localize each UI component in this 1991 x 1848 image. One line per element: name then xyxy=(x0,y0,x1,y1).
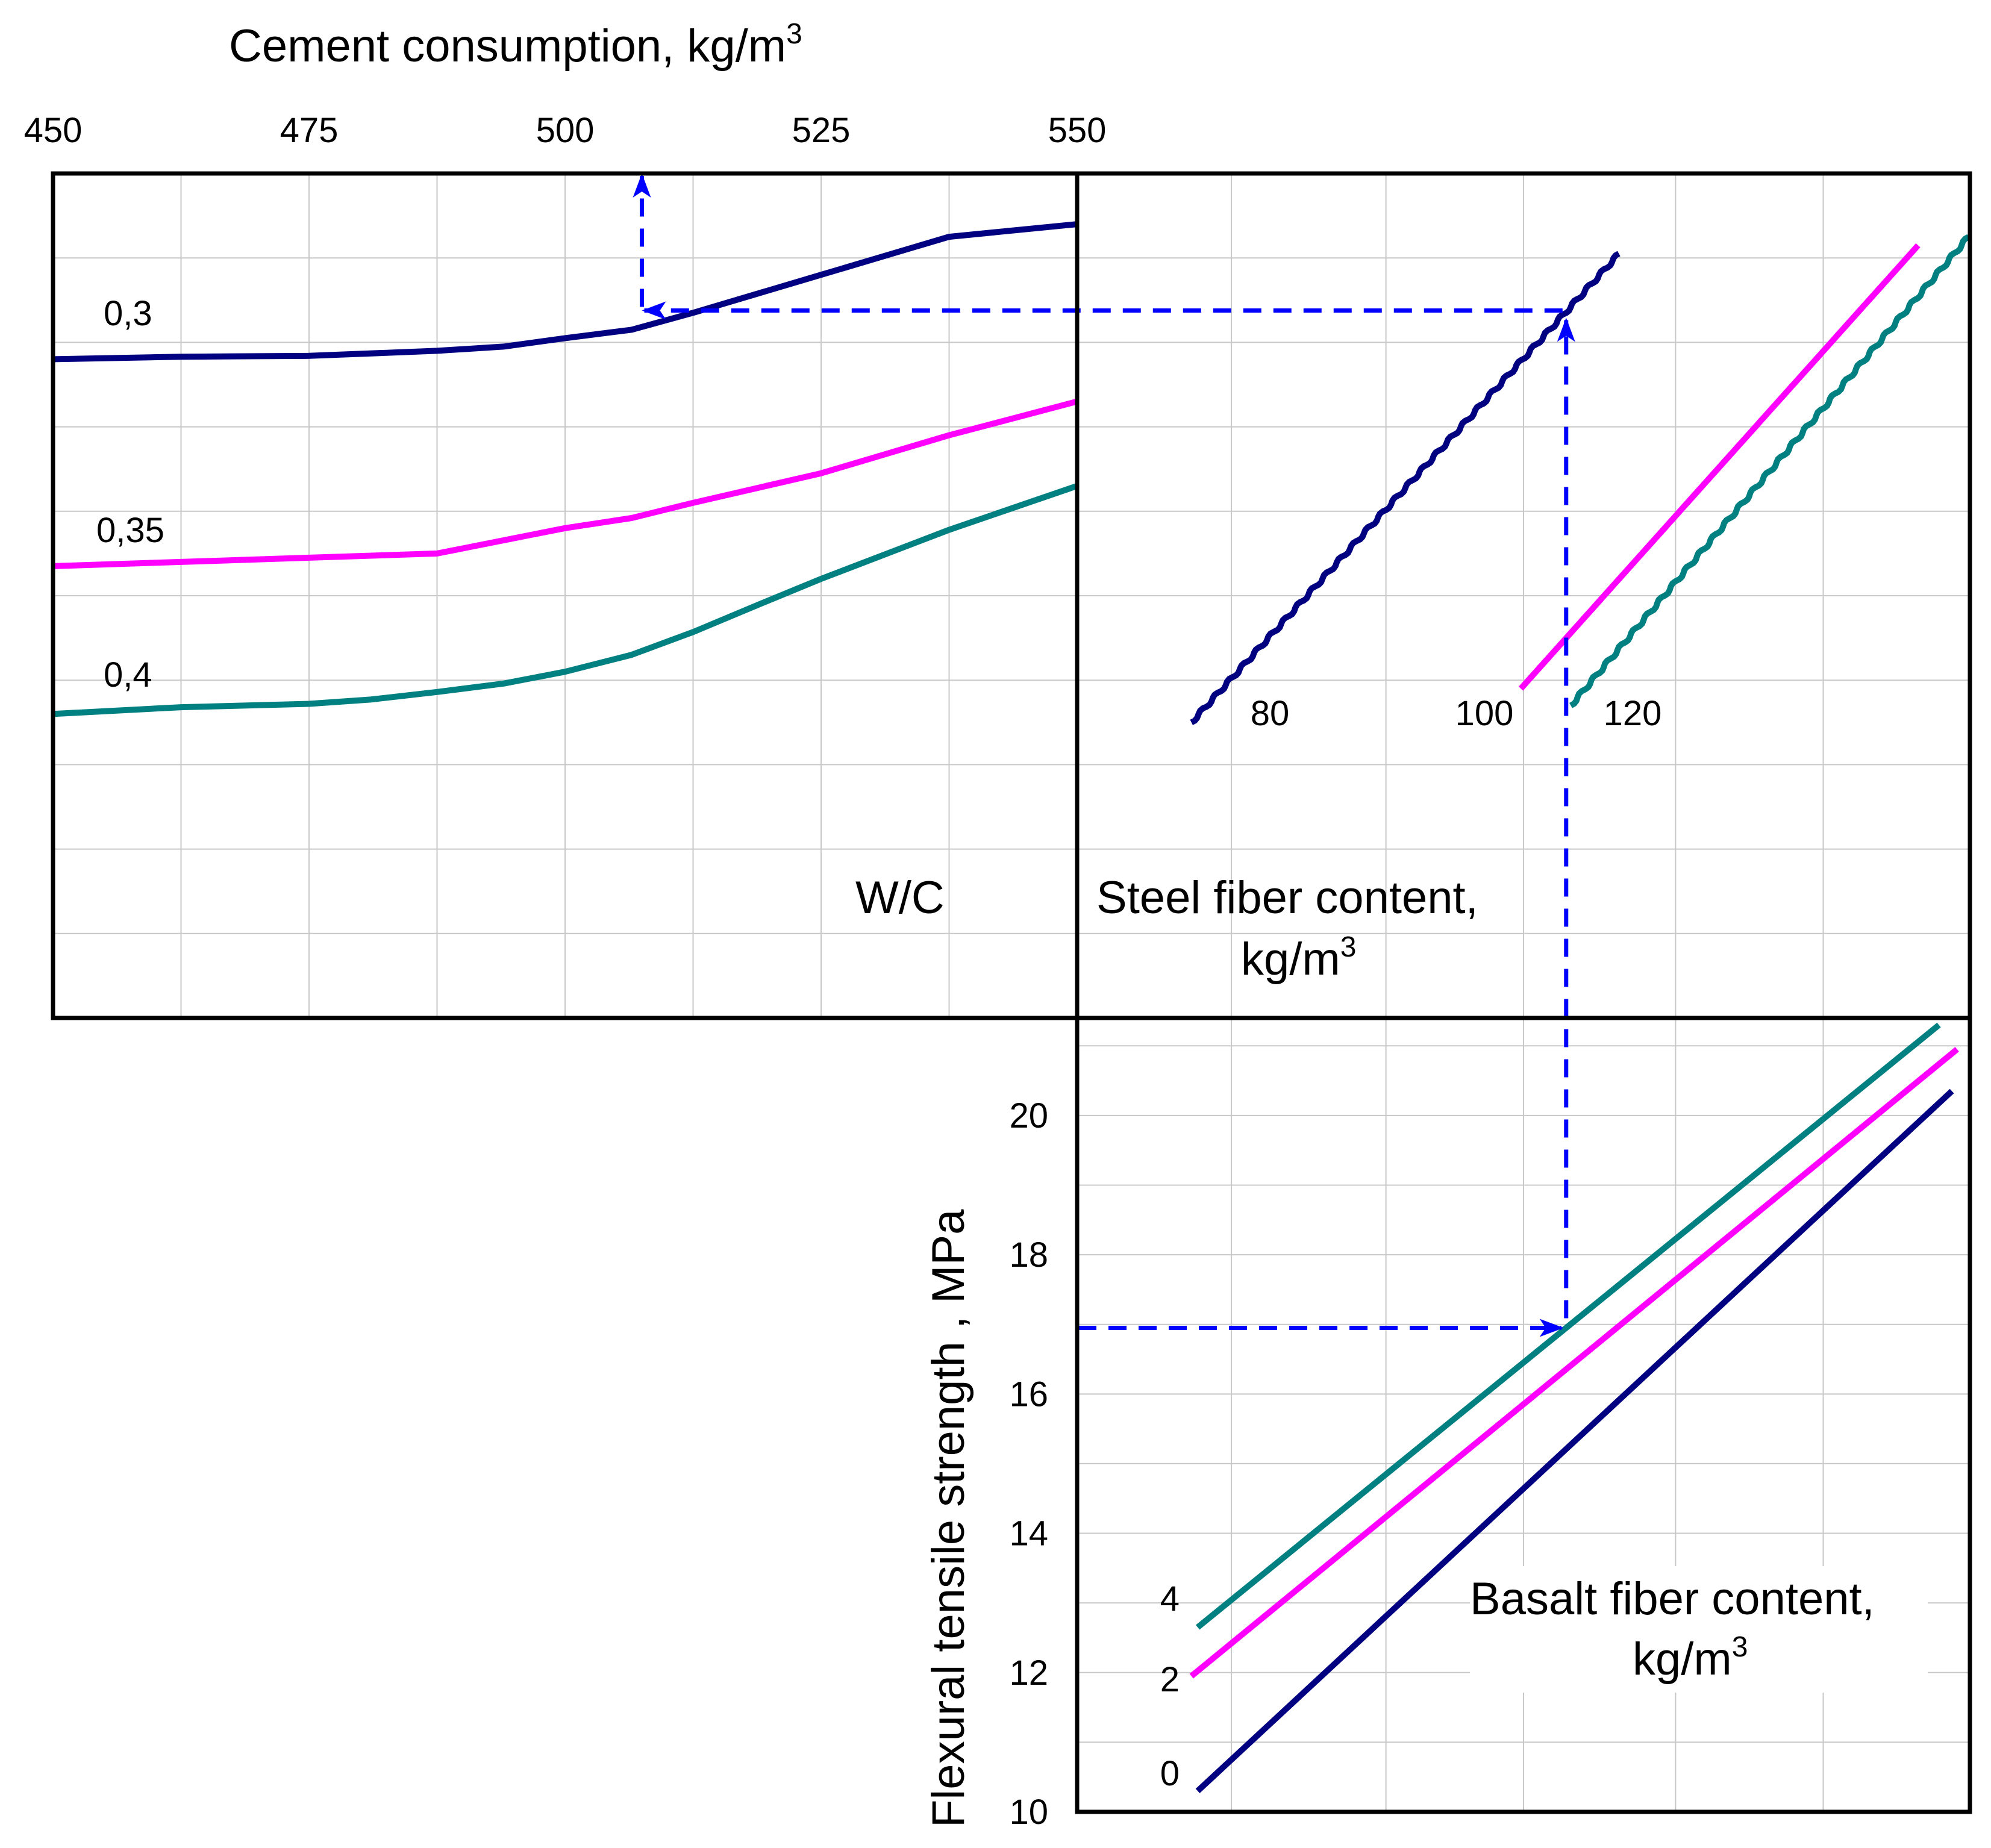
wc-series-label: 0,4 xyxy=(104,655,152,695)
basalt-series-label: 4 xyxy=(1160,1579,1180,1619)
wc-curve-0,35 xyxy=(52,398,1078,569)
steel-series-label: 120 xyxy=(1604,694,1662,733)
wc-annotation: W/C xyxy=(855,872,945,923)
cement-tick-label: 525 xyxy=(792,111,851,150)
frame-basalt-panel xyxy=(1075,1018,1972,1814)
wc-curve-0,4 xyxy=(52,482,1078,717)
strength-tick-label: 10 xyxy=(1009,1793,1048,1832)
basalt-curve-4 xyxy=(1195,1022,1941,1630)
cement-tick-label: 450 xyxy=(24,111,83,150)
strength-tick-label: 12 xyxy=(1009,1653,1048,1693)
basalt-axis-label-line2: kg/m3 xyxy=(1633,1631,1748,1685)
curve-layer xyxy=(52,221,1971,1793)
basalt-series-label: 2 xyxy=(1160,1660,1180,1699)
cement-tick-label: 475 xyxy=(280,111,339,150)
text-layer: Cement consumption, kg/m3 W/C Steel fibe… xyxy=(24,18,1875,1832)
cement-tick-label: 500 xyxy=(536,111,595,150)
cement-tick-label: 550 xyxy=(1048,111,1107,150)
basalt-curve-0 xyxy=(1195,1088,1954,1793)
strength-tick-label: 16 xyxy=(1009,1375,1048,1414)
basalt-label-mask xyxy=(1470,1566,1928,1693)
wc-curve-0,3 xyxy=(52,221,1078,363)
steel-curve-120 xyxy=(1569,234,1971,708)
cement-axis-title: Cement consumption, kg/m3 xyxy=(229,18,802,72)
frame-steel-panel xyxy=(1075,171,1972,1020)
basalt-axis-label-line1: Basalt fiber content, xyxy=(1470,1573,1875,1625)
steel-series-label: 100 xyxy=(1455,694,1514,733)
basalt-curve-2 xyxy=(1189,1047,1959,1679)
steel-series-label: 80 xyxy=(1251,694,1290,733)
steel-axis-label-line2: kg/m3 xyxy=(1241,931,1356,985)
strength-tick-label: 18 xyxy=(1009,1235,1048,1275)
guide-layer xyxy=(633,173,1575,1337)
wc-series-label: 0,35 xyxy=(96,511,164,550)
strength-tick-label: 14 xyxy=(1009,1514,1048,1553)
strength-axis-title: Flexural tensile strength , MPa xyxy=(923,1209,974,1828)
panel-frames xyxy=(51,171,1972,1814)
steel-axis-label-line1: Steel fiber content, xyxy=(1096,872,1478,923)
steel-curve-100 xyxy=(1518,243,1921,691)
wc-series-label: 0,3 xyxy=(104,294,152,333)
strength-tick-label: 20 xyxy=(1009,1096,1048,1135)
basalt-series-label: 0 xyxy=(1160,1754,1180,1793)
steel-curve-80 xyxy=(1190,251,1621,725)
